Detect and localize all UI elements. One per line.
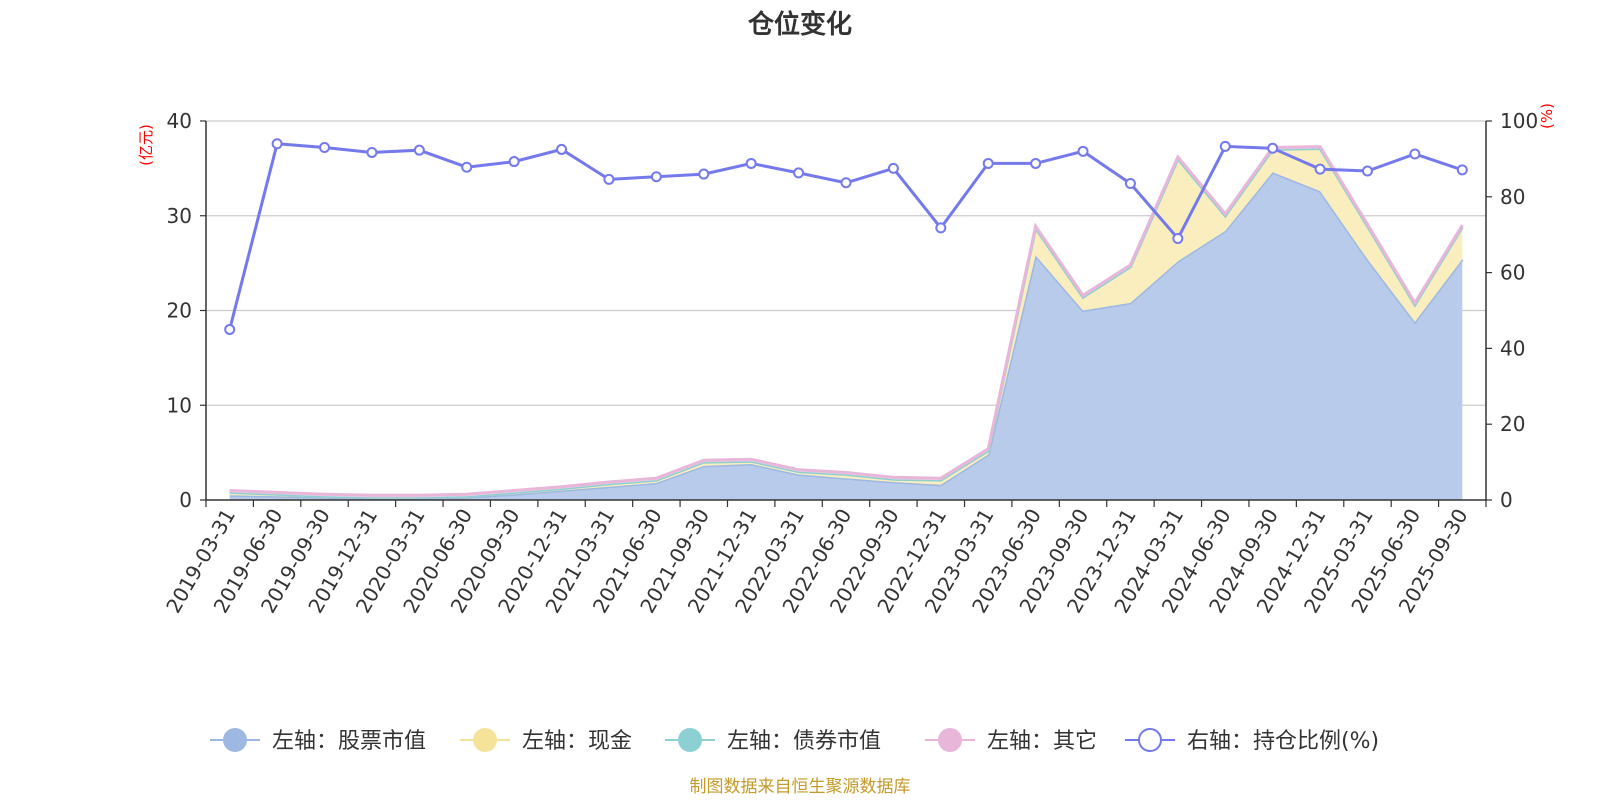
left-axis-tick-label: 0 [179, 488, 192, 512]
area-series-edge-3 [229, 145, 1464, 497]
ratio-point [319, 142, 331, 154]
ratio-point [1077, 145, 1089, 157]
legend-marker-4 [1138, 728, 1162, 752]
ratio-point [1456, 164, 1468, 176]
left-axis-tick-label: 40 [167, 109, 192, 133]
source-note: 制图数据来自恒生聚源数据库 [690, 777, 911, 797]
legend-label-3: 左轴：其它 [987, 729, 1097, 754]
legend-marker-2 [678, 728, 702, 752]
right-axis-tick-label: 60 [1500, 261, 1525, 285]
left-axis-tick-label: 30 [167, 204, 192, 228]
ratio-point [793, 167, 805, 179]
right-axis-tick-label: 0 [1500, 488, 1513, 512]
legend-label-0: 左轴：股票市值 [272, 729, 426, 754]
area-series-0 [229, 172, 1463, 500]
ratio-point [935, 222, 947, 234]
ratio-point [461, 161, 473, 173]
stacked-areas [229, 145, 1464, 500]
left-axis-tick-label: 20 [167, 299, 192, 323]
ratio-point [1030, 157, 1042, 169]
right-axis-tick-label: 100 [1500, 109, 1538, 133]
position-ratio-line [224, 138, 1468, 335]
ratio-point [698, 168, 710, 180]
ratio-point [224, 323, 236, 335]
area-series-1 [229, 148, 1463, 499]
right-axis-tick-label: 80 [1500, 185, 1525, 209]
ratio-point [745, 157, 757, 169]
legend: 左轴：股票市值 左轴：现金 左轴：债券市值 左轴：其它 右轴：持仓比例(%) [210, 728, 1379, 754]
legend-marker-1 [473, 728, 497, 752]
ratio-point [1409, 148, 1421, 160]
ratio-point [603, 173, 615, 185]
ratio-point [1314, 163, 1326, 175]
right-axis-unit: (%) [1538, 103, 1556, 129]
ratio-point [650, 171, 662, 183]
ratio-point [1361, 165, 1373, 177]
ratio-point [840, 177, 852, 189]
left-axis-tick-label: 10 [167, 393, 192, 417]
ratio-point [556, 143, 568, 155]
left-axis-unit: (亿元) [137, 124, 155, 166]
ratio-point [271, 138, 283, 150]
ratio-point [366, 146, 378, 158]
right-axis-tick-label: 20 [1500, 412, 1525, 436]
ratio-point [1219, 140, 1231, 152]
ratio-point [1267, 142, 1279, 154]
legend-label-4: 右轴：持仓比例(%) [1187, 729, 1379, 754]
chart-title: 仓位变化 [747, 9, 852, 40]
legend-marker-3 [938, 728, 962, 752]
ratio-point [982, 157, 994, 169]
legend-marker-0 [223, 728, 247, 752]
ratio-point [1124, 178, 1136, 190]
legend-label-1: 左轴：现金 [522, 729, 632, 754]
ratio-point [887, 162, 899, 174]
ratio-point [508, 156, 520, 168]
legend-label-2: 左轴：债券市值 [727, 729, 881, 754]
right-axis-tick-label: 40 [1500, 336, 1525, 360]
ratio-point [413, 144, 425, 156]
ratio-point [1172, 232, 1184, 244]
